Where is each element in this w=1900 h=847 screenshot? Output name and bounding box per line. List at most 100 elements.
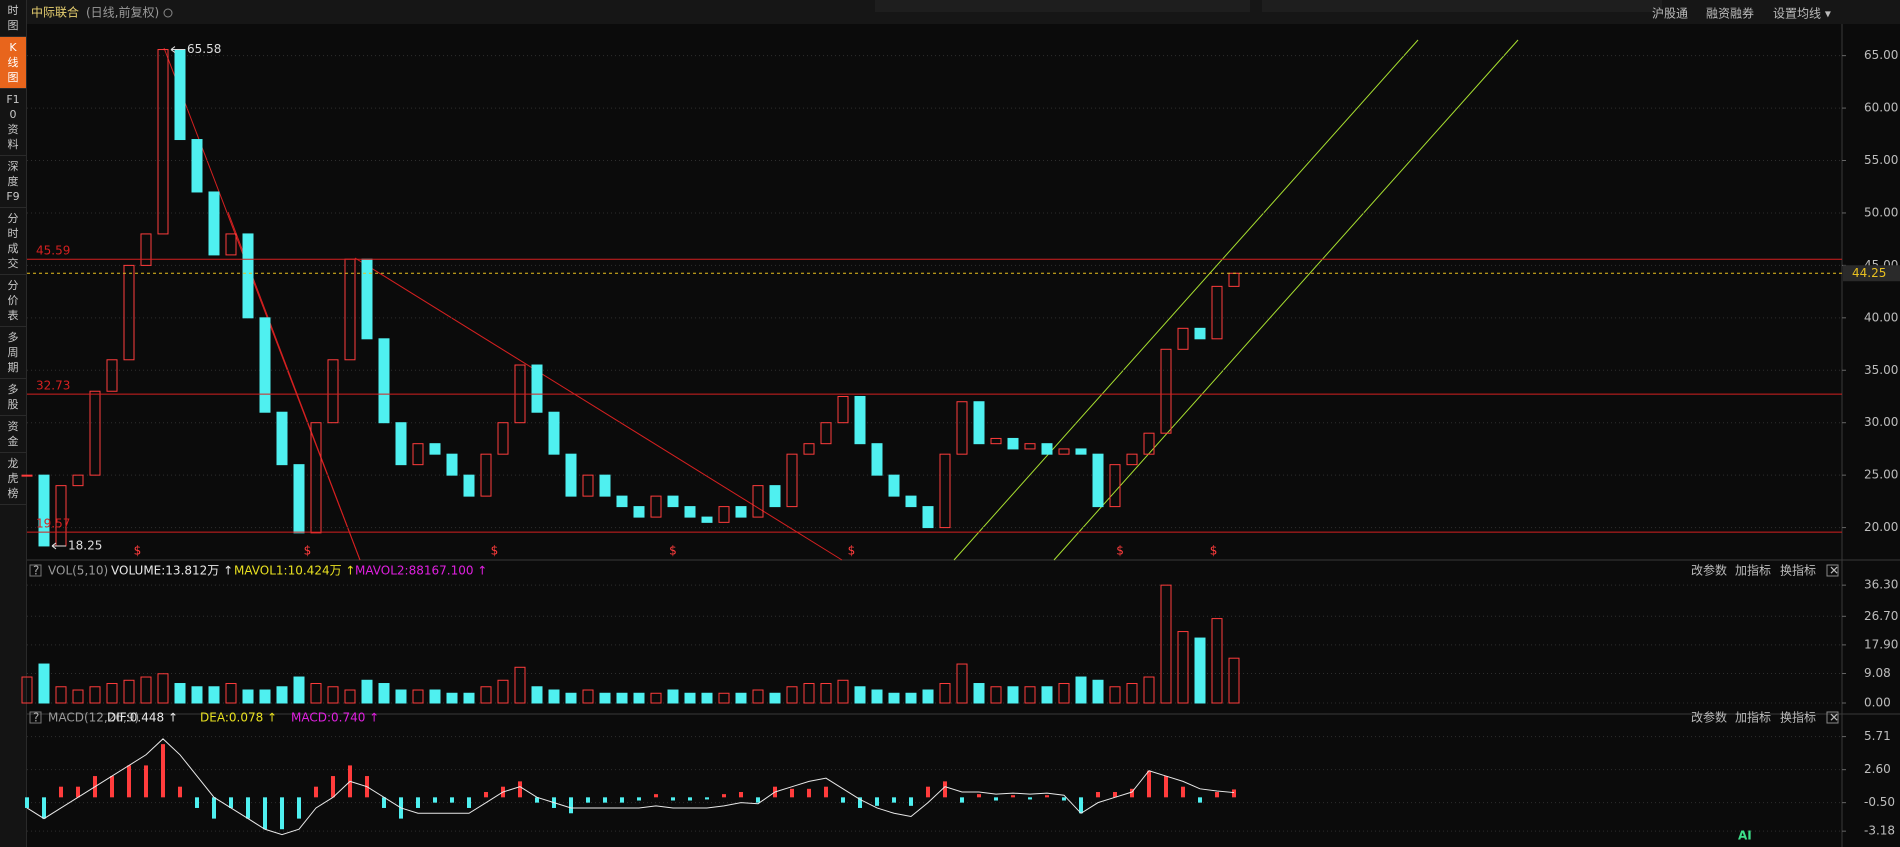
volume-bar	[854, 686, 866, 704]
macd-bar	[535, 797, 539, 803]
y-tick-label: 40.00	[1864, 310, 1898, 324]
volume-bar	[718, 692, 730, 704]
macd-bar	[297, 797, 301, 819]
sidebar-tab[interactable]: 多周期	[0, 327, 26, 379]
volume-bar	[106, 683, 118, 704]
volume-bar	[1126, 683, 1138, 704]
candle	[803, 443, 815, 455]
volume-bar	[514, 666, 526, 704]
indicator-value: DIF:0.448 ↑	[107, 711, 178, 725]
candle	[429, 443, 441, 455]
macd-bar	[824, 786, 828, 798]
volume-bar	[361, 679, 373, 704]
link[interactable]: 沪股通	[1652, 7, 1688, 21]
candle	[1058, 448, 1070, 455]
sidebar-tab[interactable]: 分时成交	[0, 208, 26, 275]
volume-bar	[531, 686, 543, 704]
y-tick-label: 9.08	[1864, 666, 1891, 680]
panel-button[interactable]: 换指标	[1780, 710, 1816, 725]
macd-bar	[875, 797, 879, 806]
volume-bar	[429, 689, 441, 704]
link[interactable]: 融资融券	[1706, 6, 1754, 21]
macd-bar	[195, 797, 199, 808]
close-icon[interactable]: ✕	[1829, 564, 1839, 578]
sidebar-tab[interactable]: K线图	[0, 37, 26, 89]
candle	[106, 359, 118, 392]
candle	[174, 49, 186, 141]
macd-bar	[1113, 792, 1117, 798]
volume-bar	[990, 686, 1002, 704]
close-icon[interactable]: ✕	[1829, 711, 1839, 725]
macd-bar	[586, 797, 590, 803]
volume-bar	[89, 686, 101, 704]
sidebar-tab[interactable]: 分价表	[0, 275, 26, 327]
candle	[1075, 448, 1087, 455]
help-icon: ?	[33, 711, 39, 725]
macd-bar	[1011, 795, 1015, 798]
macd-bar	[1096, 792, 1100, 798]
macd-bar	[603, 797, 607, 803]
price-level-label: 19.57	[36, 517, 70, 531]
volume-bar	[616, 692, 628, 704]
volume-bar	[1092, 679, 1104, 704]
event-marker: $	[304, 544, 312, 558]
panel-button[interactable]: 换指标	[1780, 563, 1816, 578]
candle	[157, 49, 169, 235]
candle	[89, 390, 101, 476]
indicator-value: DEA:0.078 ↑	[200, 711, 277, 725]
volume-bar	[208, 686, 220, 704]
extreme-label: 65.58	[187, 42, 221, 56]
candle	[38, 474, 50, 547]
macd-bar	[909, 797, 913, 806]
sidebar-tab[interactable]: 资金	[0, 416, 26, 453]
panel-button[interactable]: 改参数	[1691, 710, 1727, 725]
volume-bar	[38, 663, 50, 704]
volume-bar	[191, 686, 203, 704]
volume-bar	[820, 683, 832, 704]
macd-bar	[790, 788, 794, 798]
settings-icon[interactable]	[163, 8, 173, 18]
help-icon: ?	[33, 564, 39, 578]
sidebar-tab[interactable]: 深度F9	[0, 156, 26, 208]
panel-button[interactable]: 加指标	[1735, 563, 1771, 578]
y-tick-label: 36.30	[1864, 578, 1898, 592]
candle	[752, 485, 764, 518]
candle	[344, 258, 356, 361]
volume-bar	[259, 689, 271, 704]
panel-title: VOL(5,10)	[48, 564, 108, 578]
candle	[973, 401, 985, 445]
macd-bar	[892, 797, 896, 803]
candle	[1126, 453, 1138, 466]
macd-bar	[1062, 797, 1066, 801]
y-tick-label: 60.00	[1864, 101, 1898, 115]
volume-bar	[395, 689, 407, 704]
help-icon-box	[29, 711, 42, 724]
macd-bar	[739, 792, 743, 798]
volume-bar	[140, 676, 152, 704]
macd-bar	[484, 792, 488, 798]
volume-bar	[684, 692, 696, 704]
ai-badge[interactable]: AI	[1738, 829, 1752, 843]
macd-bar	[433, 797, 437, 803]
sidebar-tab[interactable]: 多股	[0, 379, 26, 416]
volume-bar	[463, 692, 475, 704]
toolbar	[1262, 0, 1662, 12]
volume-bar	[344, 689, 356, 704]
arrow	[170, 46, 185, 53]
macd-bar	[518, 781, 522, 798]
panel-button[interactable]: 改参数	[1691, 563, 1727, 578]
macd-bar	[229, 797, 233, 808]
volume-bar	[752, 689, 764, 704]
link[interactable]: 设置均线 ▾	[1773, 7, 1831, 21]
volume-bar	[599, 692, 611, 704]
volume-bar	[1041, 686, 1053, 704]
panel-button[interactable]: 加指标	[1735, 710, 1771, 725]
macd-bar	[654, 794, 658, 798]
candle	[1109, 464, 1121, 508]
y-tick-label: 50.00	[1864, 205, 1898, 219]
sidebar-tab[interactable]: 龙虎榜	[0, 453, 26, 505]
sidebar-tab[interactable]: 时图	[0, 0, 26, 37]
volume-bar	[701, 692, 713, 704]
sidebar-tab[interactable]: F10资料	[0, 89, 26, 156]
